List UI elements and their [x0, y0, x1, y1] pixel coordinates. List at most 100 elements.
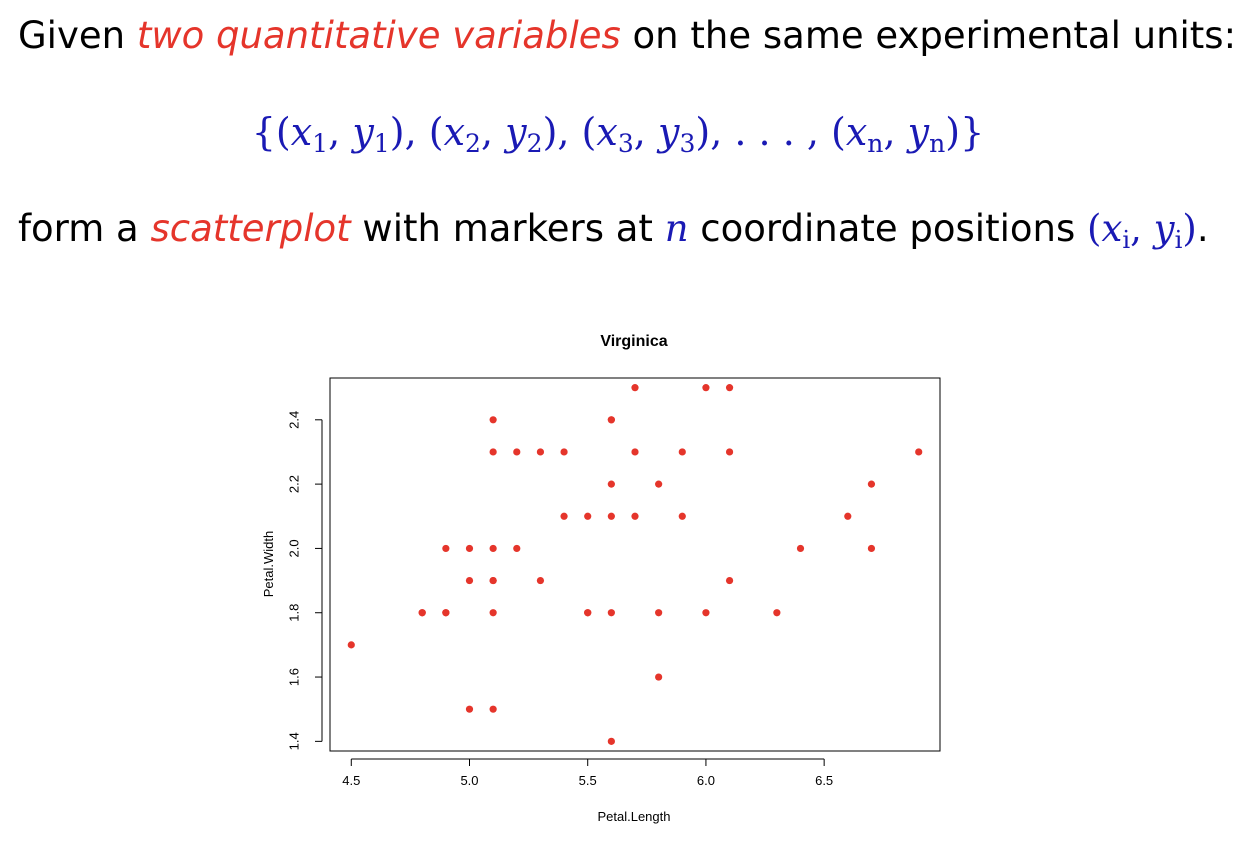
formula-sep-2: ), ( — [542, 110, 597, 154]
formula-sub-n: n — [867, 129, 884, 159]
data-point — [584, 512, 592, 520]
y-axis-label: Petal.Width — [261, 531, 276, 597]
data-point — [773, 609, 781, 617]
formula-comma: , — [328, 110, 353, 154]
formula-sub-3: 3 — [617, 129, 634, 159]
data-point — [725, 384, 734, 392]
formula-sub-1: 1 — [312, 129, 329, 159]
data-point — [867, 544, 876, 553]
formula-y2: y — [505, 110, 527, 154]
line3-emphasis: scatterplot — [150, 207, 351, 250]
data-point — [607, 512, 615, 520]
intro-before: Given — [18, 14, 137, 57]
data-point — [442, 609, 450, 617]
data-point — [844, 512, 852, 520]
formula-x1: x — [290, 110, 313, 154]
data-point — [418, 609, 426, 617]
line3-after: coordinate positions — [688, 207, 1087, 250]
data-point — [607, 416, 615, 424]
line3-period: . — [1196, 207, 1209, 250]
data-point — [607, 737, 615, 745]
formula-sub-nb: n — [929, 129, 946, 159]
formula-sep-1: ), ( — [389, 110, 444, 154]
data-point — [607, 609, 615, 617]
coord-sub-i: i — [1122, 224, 1131, 254]
line3-n: n — [664, 207, 689, 250]
x-tick-label: 5.5 — [579, 773, 597, 788]
data-point — [631, 448, 639, 456]
data-point — [489, 416, 497, 424]
x-axis-label: Petal.Length — [597, 809, 670, 824]
data-point — [489, 576, 497, 585]
coord-y: y — [1153, 207, 1175, 250]
y-tick-label: 2.2 — [286, 475, 301, 493]
data-point — [655, 609, 663, 617]
y-axis: 1.4 1.6 1.8 2.0 2.2 2.4 — [286, 411, 323, 750]
x-tick-label: 4.5 — [342, 773, 360, 788]
x-tick-label: 6.0 — [697, 773, 715, 788]
coord-open: ( — [1087, 207, 1102, 250]
data-point — [678, 448, 686, 456]
data-point — [560, 512, 568, 520]
data-point — [796, 544, 805, 553]
y-tick-label: 1.6 — [286, 668, 301, 686]
data-point — [465, 705, 474, 713]
x-tick-label: 6.5 — [815, 773, 833, 788]
data-point — [489, 448, 497, 456]
data-point — [702, 384, 710, 392]
coord-x: x — [1101, 207, 1123, 250]
data-point — [465, 576, 474, 585]
formula-x2: x — [443, 110, 465, 154]
data-point — [915, 448, 923, 456]
data-point — [465, 544, 474, 553]
formula-sub-3b: 3 — [679, 129, 696, 159]
y-tick-label: 1.8 — [286, 604, 301, 622]
data-point — [513, 448, 521, 456]
plot-frame — [329, 377, 941, 752]
line3-before: form a — [18, 207, 151, 250]
data-point — [655, 480, 663, 488]
data-point — [560, 448, 568, 456]
data-point — [489, 609, 497, 617]
intro-after: on the same experimental units: — [620, 14, 1236, 57]
formula-comma: , — [633, 110, 658, 154]
formula-sub-1b: 1 — [373, 129, 390, 159]
formula-comma: , — [883, 110, 908, 154]
data-point — [631, 512, 639, 520]
scatterplot-sentence: form a scatterplot with markers at n coo… — [18, 207, 1209, 252]
coord-sub-i-b: i — [1174, 224, 1183, 254]
formula-xn: x — [845, 110, 868, 154]
data-point — [607, 480, 615, 488]
data-point — [442, 544, 450, 553]
data-point — [536, 576, 545, 585]
data-point — [513, 544, 521, 553]
y-tick-label: 2.0 — [286, 539, 301, 557]
formula-open: {( — [251, 110, 291, 154]
data-point — [347, 641, 355, 649]
coord-close: ) — [1182, 207, 1197, 250]
formula-sub-2b: 2 — [526, 129, 543, 159]
pairs-formula: {(x1, y1), (x2, y2), (x3, y3), . . . , (… — [0, 110, 1236, 156]
coordinate-notation: (xi, yi) — [1087, 207, 1197, 252]
data-point — [536, 448, 545, 456]
data-points — [347, 384, 923, 745]
data-point — [725, 576, 734, 585]
x-axis: 4.5 5.0 5.5 6.0 6.5 — [342, 758, 833, 788]
chart-title: Virginica — [600, 333, 667, 350]
formula-y3: y — [657, 110, 680, 154]
formula-sub-2: 2 — [465, 129, 481, 159]
data-point — [702, 609, 710, 617]
data-point — [655, 673, 663, 681]
formula-yn: y — [907, 110, 930, 154]
intro-emphasis: two quantitative variables — [136, 14, 621, 57]
data-point — [631, 384, 639, 392]
intro-sentence: Given two quantitative variables on the … — [18, 14, 1236, 57]
x-tick-label: 5.0 — [460, 773, 478, 788]
formula-x3: x — [596, 110, 618, 154]
line3-middle: with markers at — [350, 207, 665, 250]
y-tick-label: 2.4 — [286, 411, 301, 429]
data-point — [725, 448, 734, 456]
data-point — [489, 544, 497, 553]
data-point — [867, 480, 876, 488]
